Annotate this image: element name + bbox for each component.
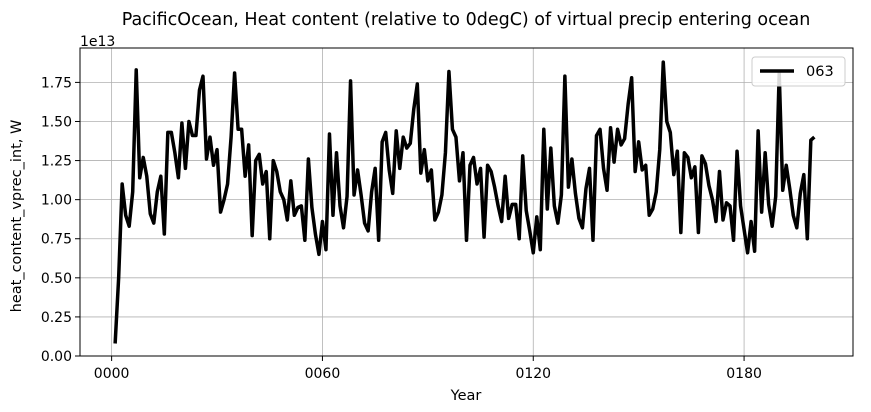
x-tick-label: 0060: [305, 366, 341, 382]
chart-title: PacificOcean, Heat content (relative to …: [122, 10, 811, 30]
y-tick-label: 0.50: [41, 271, 72, 287]
plot-area: [113, 60, 816, 344]
y-tick-label: 1.75: [41, 75, 72, 91]
x-tick-label: 0000: [94, 366, 130, 382]
y-tick-label: 0.75: [41, 232, 72, 248]
y-tick-label: 1.00: [41, 193, 72, 209]
series-line-063: [113, 60, 816, 344]
legend: 063: [751, 56, 846, 87]
y-axis-label: heat_content_vprec_int, W: [9, 120, 25, 313]
y-tick-label: 0.00: [41, 349, 72, 365]
legend-label-063: 063: [806, 64, 834, 80]
axes-frame: [79, 47, 854, 357]
y-tick-label: 0.25: [41, 310, 72, 326]
x-axis-label: Year: [450, 388, 482, 404]
y-offset-text: 1e13: [80, 34, 115, 50]
axes: 0.00 0.25 0.50 0.75 1.00 1.25 1.50 1.75 0000 0060…: [41, 47, 854, 382]
grid-lines: [80, 48, 853, 357]
y-tick-label: 1.25: [41, 154, 72, 170]
legend-box: [751, 56, 846, 87]
x-tick-label: 0120: [515, 366, 551, 382]
x-tick-label: 0180: [726, 366, 762, 382]
y-tick-label: 1.50: [41, 114, 72, 130]
